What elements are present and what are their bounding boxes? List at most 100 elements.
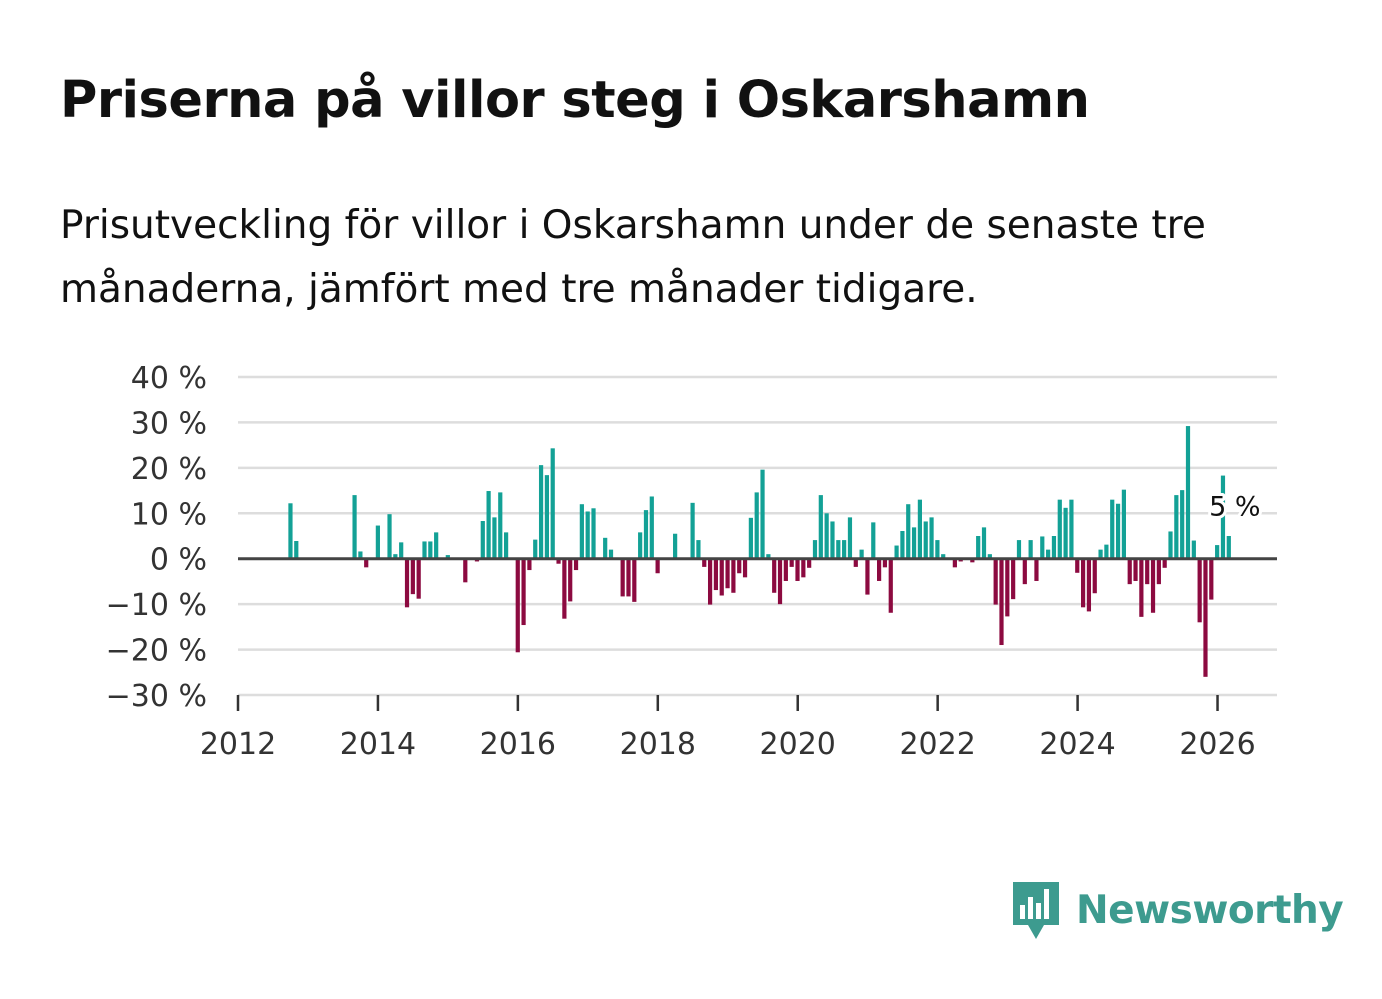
- bar-positive: [1220, 475, 1226, 559]
- x-tick-label: 2022: [899, 727, 975, 762]
- bar-positive: [812, 540, 818, 559]
- bar-positive: [288, 503, 293, 559]
- bar-positive: [1121, 489, 1126, 559]
- bar-positive: [836, 540, 841, 559]
- bar-positive: [550, 448, 555, 559]
- bar-positive: [923, 521, 928, 559]
- brand-name: Newsworthy: [1076, 887, 1344, 933]
- bar-negative: [742, 558, 748, 578]
- bar-positive: [1191, 540, 1196, 559]
- bar-negative: [655, 558, 660, 574]
- bar-positive: [498, 492, 503, 559]
- bar-positive: [579, 504, 584, 559]
- bar-negative: [463, 558, 468, 583]
- bar-negative: [1145, 558, 1150, 585]
- bar-positive: [1104, 544, 1109, 559]
- bar-negative: [410, 558, 415, 595]
- bar-positive: [935, 540, 940, 559]
- bar-positive: [847, 517, 853, 559]
- bar-positive: [638, 532, 643, 559]
- bar-negative: [1203, 558, 1208, 677]
- bar-negative: [737, 558, 742, 574]
- bar-negative: [731, 558, 736, 593]
- bar-negative: [707, 558, 713, 605]
- bar-positive: [818, 495, 823, 559]
- bar-negative: [999, 558, 1004, 646]
- x-tick-label: 2020: [760, 727, 836, 762]
- bar-positive: [917, 499, 922, 559]
- bar-positive: [375, 525, 380, 559]
- bar-negative: [568, 558, 573, 602]
- bar-positive: [941, 554, 946, 559]
- bar-positive: [1051, 536, 1057, 559]
- bar-negative: [888, 558, 893, 613]
- bar-positive: [585, 511, 590, 559]
- bar-negative: [993, 558, 998, 605]
- bar-positive: [929, 517, 934, 559]
- chart-subtitle: Prisutveckling för villor i Oskarshamn u…: [60, 203, 1206, 312]
- bar-negative: [626, 558, 631, 597]
- bar-positive: [393, 554, 398, 559]
- bar-negative: [777, 558, 783, 605]
- bar-positive: [1069, 499, 1074, 559]
- bar-positive: [696, 540, 701, 559]
- bar-negative: [1209, 558, 1214, 600]
- bar-positive: [1046, 549, 1051, 559]
- brand-logo[interactable]: Newsworthy: [1010, 878, 1344, 942]
- bar-positive: [859, 549, 864, 559]
- bar-positive: [608, 549, 614, 559]
- bar-negative: [970, 558, 975, 563]
- bar-positive: [987, 554, 992, 559]
- bar-positive: [428, 541, 433, 559]
- bar-negative: [556, 558, 561, 564]
- bar-negative: [807, 558, 812, 568]
- bar-positive: [760, 469, 765, 559]
- bar-negative: [562, 558, 567, 619]
- bar-negative: [1197, 558, 1202, 623]
- bar-positive: [754, 492, 759, 559]
- bar-positive: [824, 513, 829, 559]
- bar-negative: [632, 558, 637, 602]
- bar-positive: [422, 541, 427, 559]
- bar-positive: [649, 496, 654, 559]
- bar-positive: [871, 522, 876, 559]
- bar-negative: [1005, 558, 1010, 617]
- bar-positive: [1215, 545, 1220, 559]
- bar-negative: [1022, 558, 1027, 585]
- bar-positive: [894, 545, 899, 559]
- bar-positive: [690, 502, 695, 559]
- bar-positive: [1168, 531, 1173, 559]
- bar-negative: [713, 558, 719, 591]
- bar-negative: [725, 558, 730, 589]
- bar-negative: [515, 558, 520, 653]
- bar-negative: [1011, 558, 1016, 600]
- bar-negative: [1133, 558, 1138, 581]
- bar-positive: [544, 475, 549, 559]
- bar-positive: [842, 540, 847, 559]
- bar-negative: [1092, 558, 1097, 594]
- y-tick-label: −10 %: [106, 588, 207, 623]
- y-tick-label: −20 %: [106, 634, 207, 669]
- bar-positive: [1185, 426, 1191, 559]
- bar-positive: [1040, 536, 1045, 559]
- bar-positive: [900, 531, 905, 559]
- bar-negative: [853, 558, 858, 567]
- bar-negative: [364, 558, 369, 568]
- bar-positive: [486, 491, 491, 559]
- bar-negative: [795, 558, 800, 581]
- x-tick-label: 2012: [200, 727, 276, 762]
- bar-negative: [702, 558, 707, 567]
- bar-positive: [981, 527, 987, 559]
- bar-negative: [1034, 558, 1039, 581]
- bar-negative: [719, 558, 724, 596]
- bar-negative: [1086, 558, 1092, 612]
- bar-positive: [1115, 503, 1121, 559]
- bar-positive: [358, 551, 363, 559]
- bar-positive: [538, 465, 544, 559]
- bar-negative: [801, 558, 806, 578]
- x-tick-label: 2024: [1039, 727, 1115, 762]
- bar-positive: [1063, 507, 1068, 559]
- bar-positive: [1174, 495, 1179, 559]
- bar-negative: [573, 558, 579, 571]
